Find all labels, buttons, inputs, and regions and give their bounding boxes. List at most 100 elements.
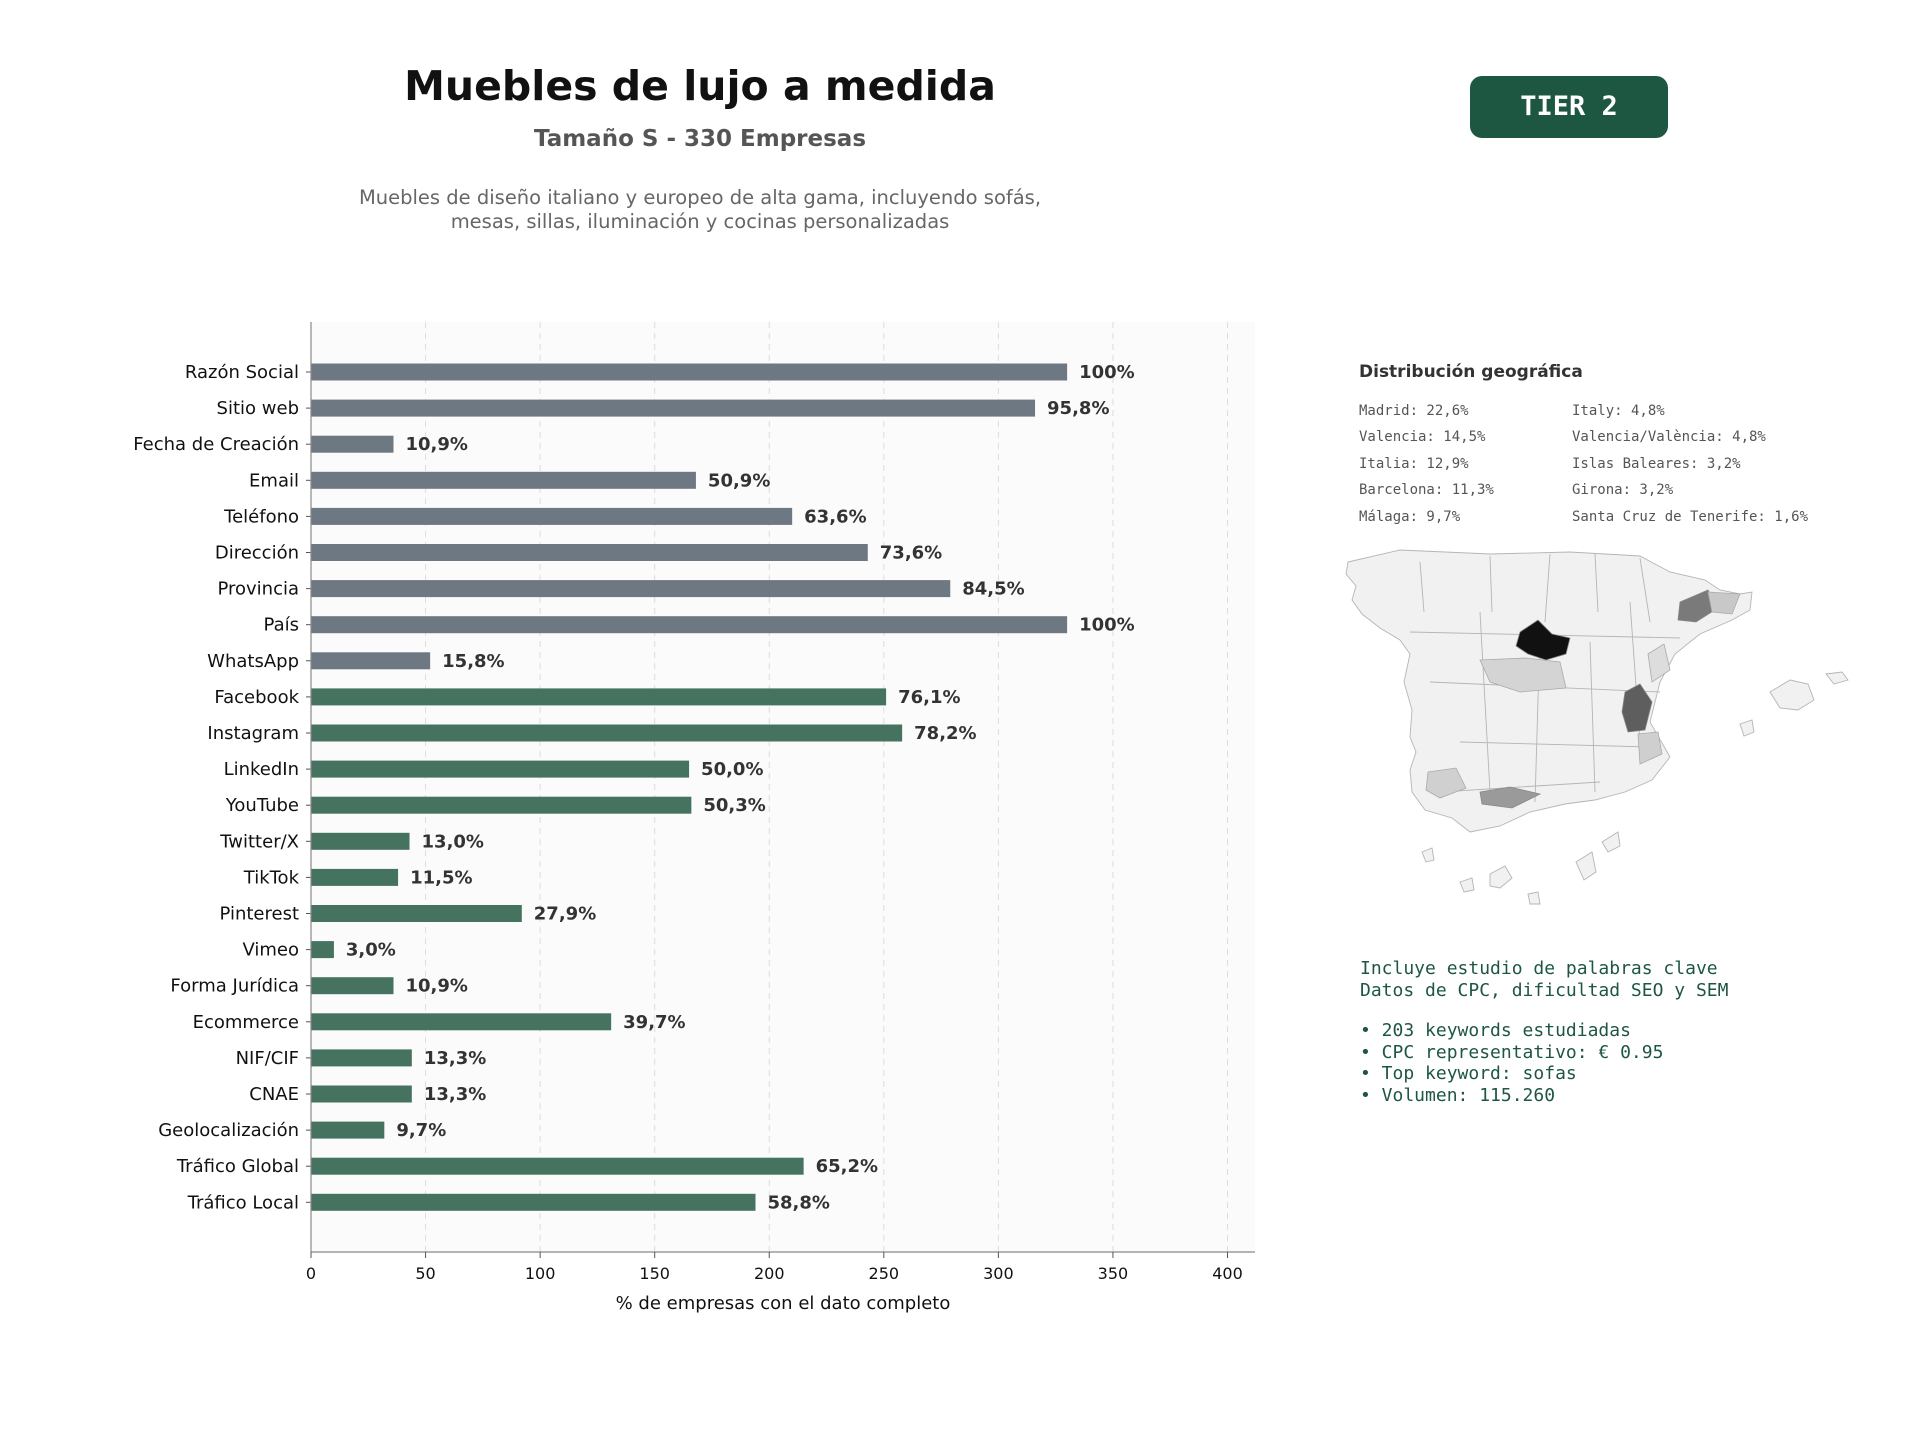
bar-value-label: 10,9% — [405, 976, 467, 997]
category-label: Fecha de Creación — [133, 434, 299, 455]
bar — [311, 363, 1068, 381]
category-label: Geolocalización — [158, 1120, 299, 1141]
spain-map — [1345, 549, 1849, 905]
x-tick-label: 300 — [983, 1264, 1014, 1283]
tier-badge: TIER 2 — [1470, 76, 1668, 138]
category-label: WhatsApp — [207, 651, 299, 672]
geo-list-column-1: Madrid: 22,6% Valencia: 14,5% Italia: 12… — [1359, 398, 1494, 530]
bar — [311, 1193, 756, 1211]
map-sevilla — [1425, 767, 1467, 799]
category-label: Pinterest — [219, 904, 299, 925]
map-canarias — [1421, 831, 1621, 905]
bar — [311, 544, 868, 561]
keywords-panel: Incluye estudio de palabras clave Datos … — [1360, 958, 1728, 1106]
category-label: Razón Social — [185, 362, 299, 383]
bar — [311, 507, 793, 525]
category-label: Twitter/X — [219, 831, 299, 852]
bar — [311, 796, 692, 814]
bar — [311, 1121, 385, 1139]
bar-value-label: 50,3% — [703, 795, 765, 816]
bar-value-label: 9,7% — [396, 1120, 446, 1141]
category-label: NIF/CIF — [236, 1048, 299, 1069]
bar-value-label: 63,6% — [804, 506, 866, 527]
bar-value-label: 10,9% — [405, 434, 467, 455]
bar — [311, 941, 334, 959]
category-label: Dirección — [215, 543, 299, 564]
geo-item: Italy: 4,8% — [1572, 403, 1665, 419]
bar-value-label: 50,0% — [701, 759, 763, 780]
bar-value-label: 84,5% — [962, 579, 1024, 600]
description: Muebles de diseño italiano y europeo de … — [300, 186, 1100, 234]
map-menorca — [1825, 671, 1849, 685]
bar — [311, 1085, 412, 1103]
bar — [311, 1049, 412, 1067]
bar-value-label: 73,6% — [880, 543, 942, 564]
bar — [311, 832, 410, 850]
bar-value-label: 11,5% — [410, 867, 472, 888]
keywords-bullet: • Top keyword: sofas — [1360, 1063, 1577, 1084]
category-label: Instagram — [207, 723, 299, 744]
bar-value-label: 15,8% — [442, 651, 504, 672]
geo-item: Valencia: 14,5% — [1359, 429, 1486, 446]
bar-value-label: 13,3% — [424, 1084, 486, 1105]
map-madrid — [1515, 619, 1571, 661]
bar — [311, 652, 431, 670]
keywords-bullet: • CPC representativo: € 0.95 — [1360, 1041, 1664, 1063]
bar — [311, 399, 1036, 417]
map-mallorca — [1769, 679, 1815, 711]
bar — [311, 580, 951, 598]
map-barcelona — [1677, 589, 1719, 623]
bar — [311, 471, 696, 489]
bar — [311, 1157, 804, 1175]
bar-value-label: 95,8% — [1047, 398, 1109, 419]
category-label: Email — [249, 470, 299, 491]
map-alicante — [1637, 731, 1663, 765]
description-line: mesas, sillas, iluminación y cocinas per… — [450, 210, 950, 233]
bar — [311, 868, 399, 886]
geo-item: Santa Cruz de Tenerife: 1,6% — [1572, 508, 1809, 525]
bar-value-label: 13,3% — [424, 1048, 486, 1069]
bar — [311, 1013, 612, 1031]
category-label: YouTube — [225, 795, 299, 816]
geo-list-column-2: Italy: 4,8% Valencia/València: 4,8% Isla… — [1572, 398, 1808, 530]
category-label: Tráfico Global — [176, 1156, 299, 1177]
bar — [311, 688, 887, 706]
description-line: Muebles de diseño italiano y europeo de … — [358, 186, 1042, 209]
x-tick-label: 200 — [754, 1264, 785, 1283]
bar — [311, 905, 522, 922]
x-tick-label: 100 — [525, 1264, 556, 1283]
geo-item: Málaga: 9,7% — [1359, 508, 1461, 525]
bar-value-label: 100% — [1079, 615, 1135, 636]
category-label: Vimeo — [242, 940, 299, 961]
category-label: Provincia — [217, 579, 299, 600]
bar-value-label: 58,8% — [768, 1192, 830, 1213]
keywords-bullet: • Volumen: 115.260 — [1360, 1084, 1556, 1106]
bar — [311, 616, 1068, 634]
bar — [311, 760, 690, 778]
map-castellon — [1647, 643, 1671, 683]
geo-item: Islas Baleares: 3,2% — [1572, 455, 1741, 472]
category-label: CNAE — [249, 1084, 299, 1105]
x-tick-label: 350 — [1098, 1264, 1129, 1283]
map-ibiza — [1739, 719, 1755, 737]
category-label: País — [264, 615, 299, 636]
category-label: Sitio web — [217, 398, 299, 419]
x-axis-label: % de empresas con el dato completo — [616, 1293, 951, 1314]
map-malaga — [1479, 786, 1542, 809]
geo-item: Girona: 3,2% — [1572, 482, 1674, 499]
bar-value-label: 100% — [1079, 362, 1135, 383]
bar-value-label: 13,0% — [422, 831, 484, 852]
page-title: Muebles de lujo a medida — [404, 62, 996, 110]
bar-value-label: 39,7% — [623, 1012, 685, 1033]
x-tick-label: 50 — [415, 1264, 435, 1283]
keywords-line: Datos de CPC, dificultad SEO y SEM — [1360, 979, 1729, 1001]
geo-item: Italia: 12,9% — [1359, 455, 1469, 472]
geo-item: Valencia/València: 4,8% — [1572, 429, 1766, 446]
bar-value-label: 78,2% — [914, 723, 976, 744]
map-valencia — [1621, 683, 1653, 733]
keywords-line: Incluye estudio de palabras clave — [1360, 958, 1718, 979]
bar-value-label: 65,2% — [816, 1156, 878, 1177]
category-label: Facebook — [214, 687, 299, 708]
bar — [311, 977, 394, 995]
bar-value-label: 3,0% — [346, 940, 396, 961]
